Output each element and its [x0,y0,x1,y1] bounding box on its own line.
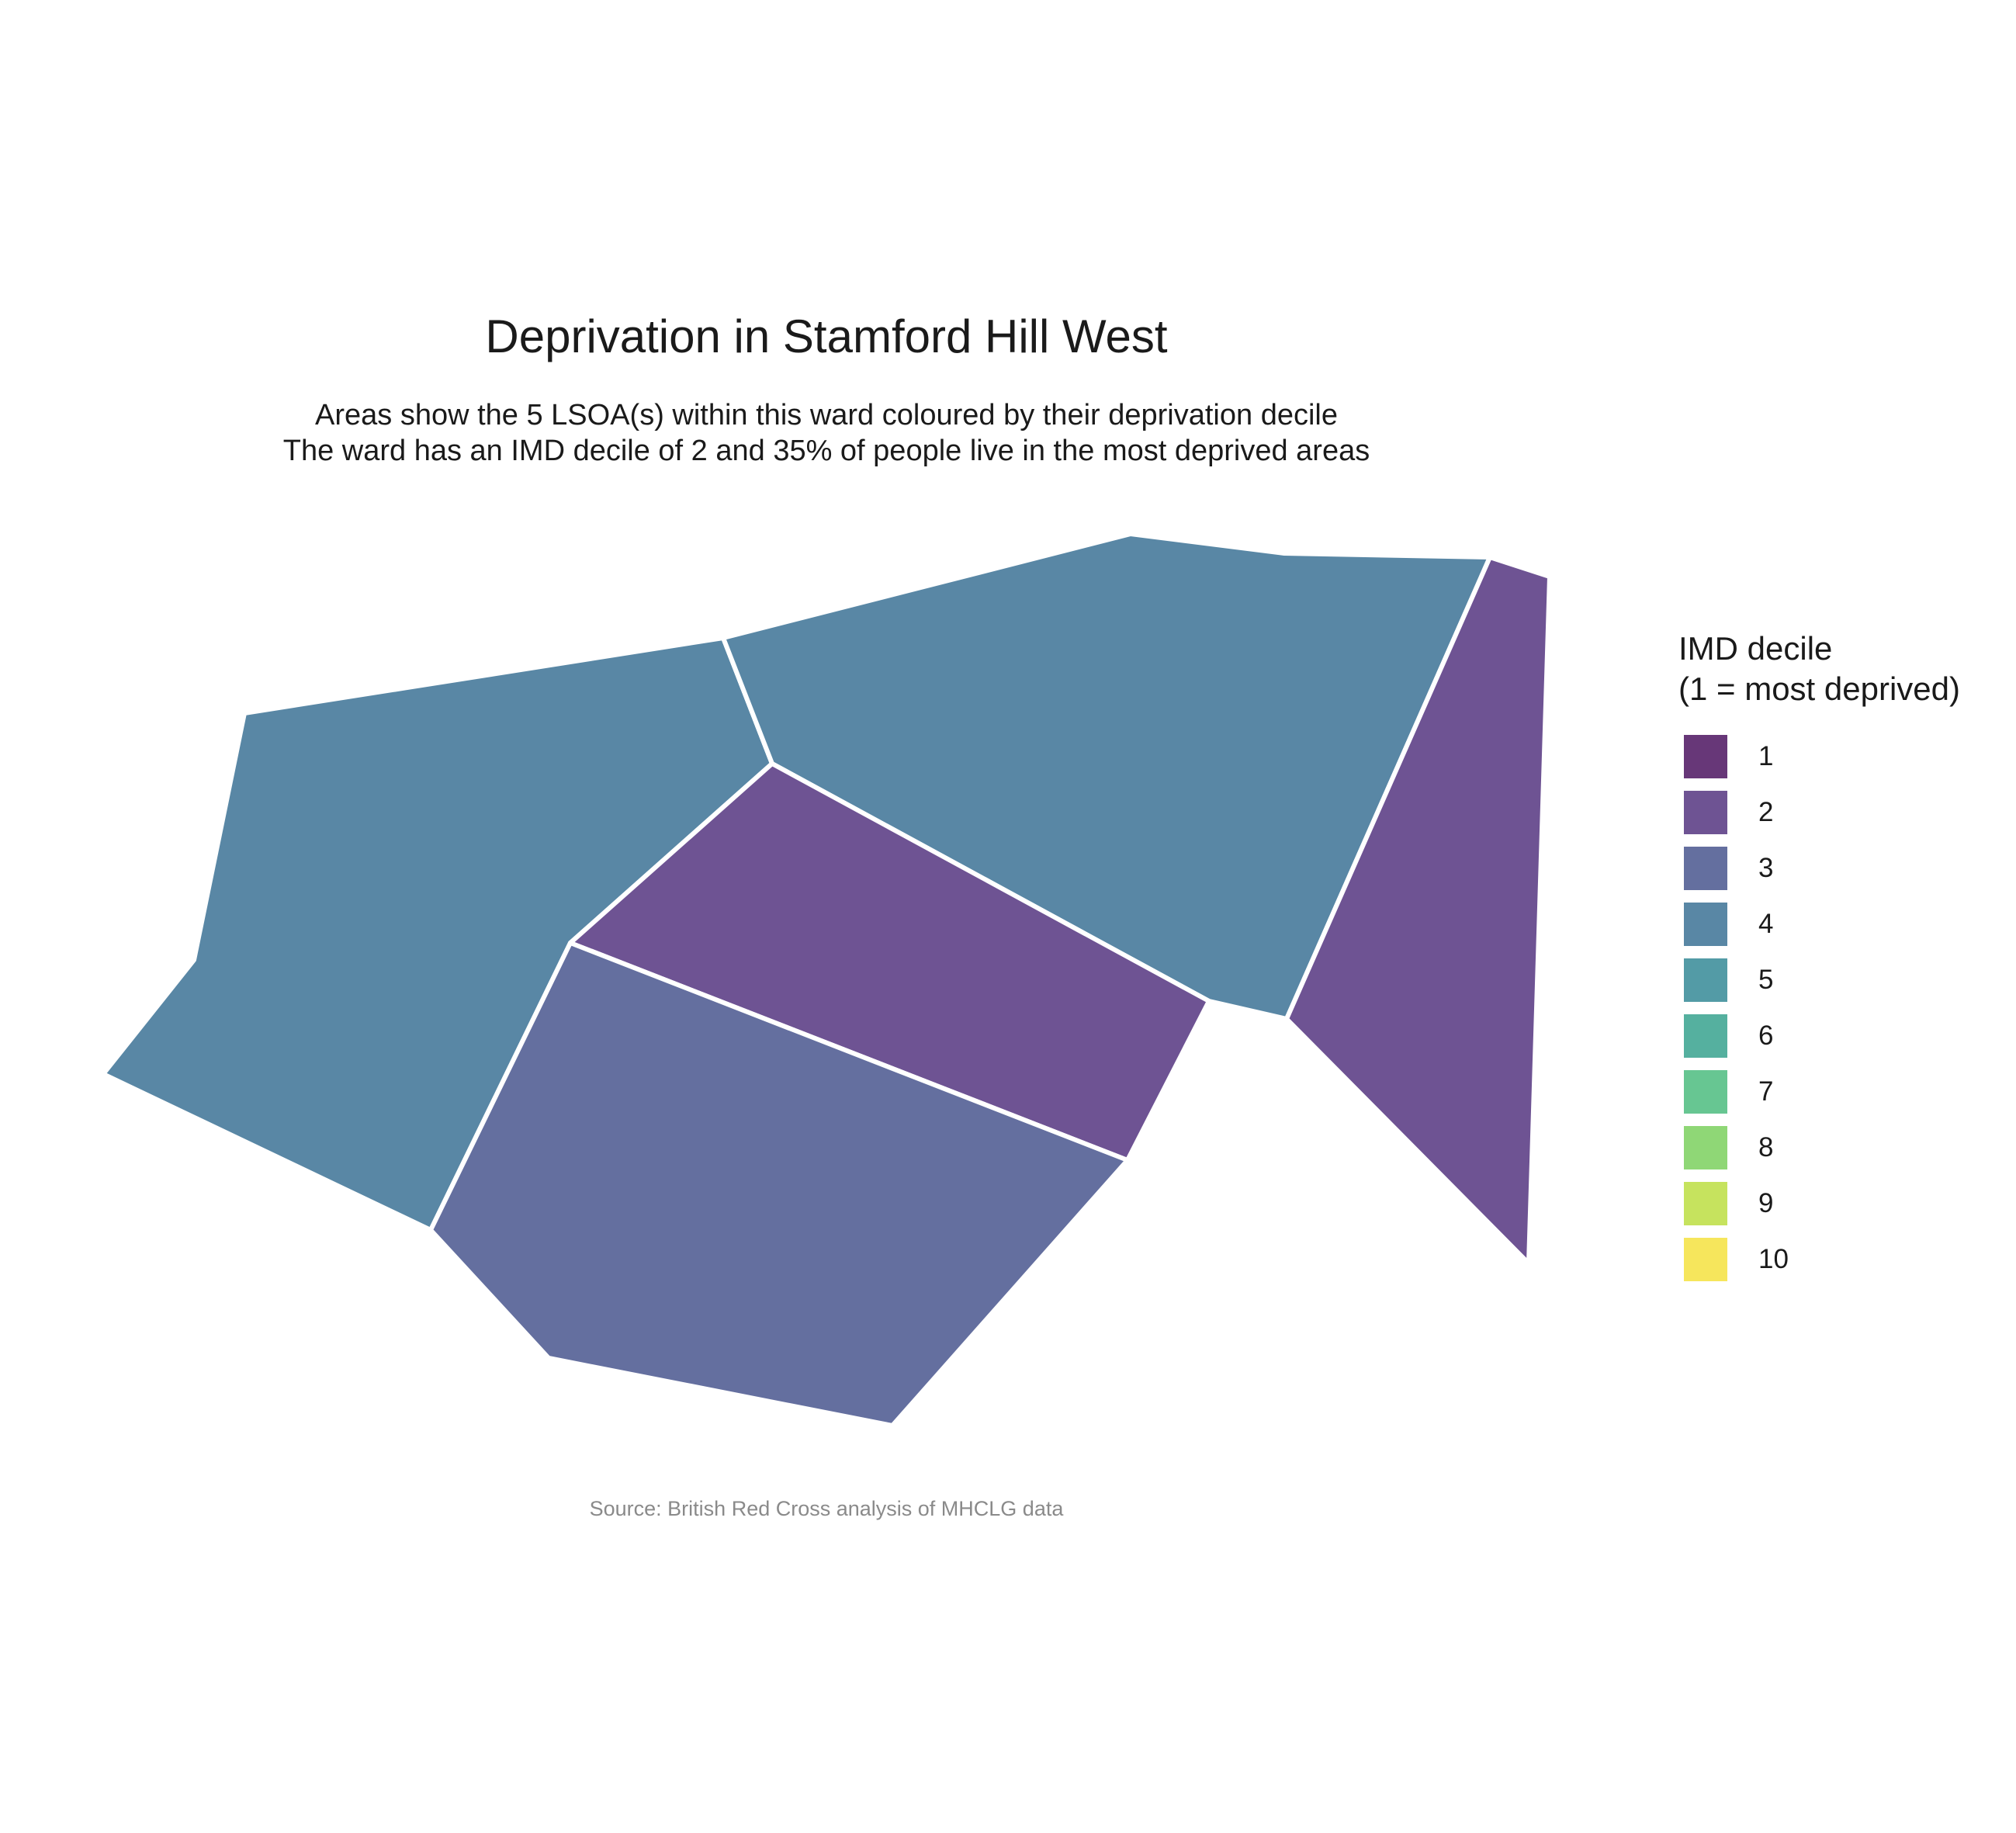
legend-label-7: 7 [1758,1076,1774,1107]
legend-label-3: 3 [1758,853,1774,883]
legend-label-10: 10 [1758,1244,1789,1274]
legend-item-7: 7 [1684,1070,1773,1114]
map-title: Deprivation in Stamford Hill West [485,310,1168,362]
legend-item-5: 5 [1684,958,1773,1002]
lsoa-area-south[interactable] [428,941,1130,1428]
legend-label-8: 8 [1758,1132,1774,1163]
legend-swatch-1 [1684,735,1727,778]
legend-swatch-2 [1684,791,1727,834]
legend-label-4: 4 [1758,909,1774,939]
legend-swatch-6 [1684,1014,1727,1058]
legend-label-6: 6 [1758,1020,1774,1051]
legend-item-3: 3 [1684,847,1773,890]
legend-label-2: 2 [1758,797,1774,827]
legend-swatch-4 [1684,903,1727,946]
source-caption: Source: British Red Cross analysis of MH… [589,1497,1064,1520]
legend-swatch-5 [1684,958,1727,1002]
legend-item-4: 4 [1684,903,1773,946]
legend-item-8: 8 [1684,1126,1773,1169]
legend-swatch-10 [1684,1238,1727,1281]
legend-item-2: 2 [1684,791,1773,834]
map-subtitle-line2: The ward has an IMD decile of 2 and 35% … [282,435,1370,467]
legend-swatch-9 [1684,1182,1727,1225]
map-subtitle-line1: Areas show the 5 LSOA(s) within this war… [315,399,1338,431]
legend-item-10: 10 [1684,1238,1789,1281]
legend-title-line2: (1 = most deprived) [1678,670,1960,707]
legend-label-1: 1 [1758,741,1774,771]
legend-label-9: 9 [1758,1188,1774,1218]
legend-swatch-7 [1684,1070,1727,1114]
legend-label-5: 5 [1758,965,1774,995]
lsoa-area-east[interactable] [1284,555,1552,1266]
legend-item-9: 9 [1684,1182,1773,1225]
legend-swatch-8 [1684,1126,1727,1169]
legend-item-6: 6 [1684,1014,1773,1058]
legend-title-line1: IMD decile [1678,630,1833,667]
legend-swatch-3 [1684,847,1727,890]
legend-item-1: 1 [1684,735,1773,778]
